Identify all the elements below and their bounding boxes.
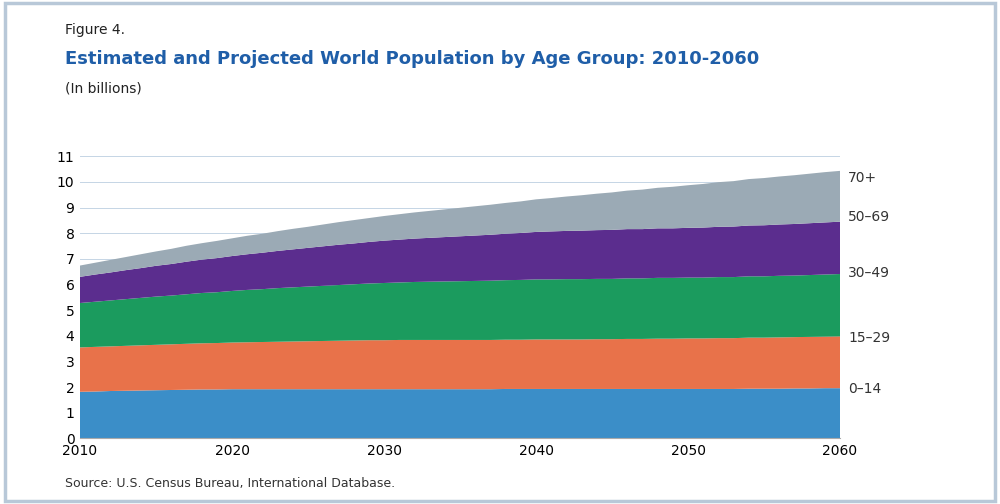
Text: Figure 4.: Figure 4. — [65, 23, 125, 37]
Text: 50–69: 50–69 — [848, 210, 890, 224]
Text: 0–14: 0–14 — [848, 382, 882, 396]
Text: (In billions): (In billions) — [65, 82, 142, 96]
Text: Estimated and Projected World Population by Age Group: 2010-2060: Estimated and Projected World Population… — [65, 50, 759, 69]
Text: 15–29: 15–29 — [848, 331, 890, 345]
Text: 30–49: 30–49 — [848, 266, 890, 280]
Text: Source: U.S. Census Bureau, International Database.: Source: U.S. Census Bureau, Internationa… — [65, 477, 395, 490]
Text: 70+: 70+ — [848, 171, 877, 185]
